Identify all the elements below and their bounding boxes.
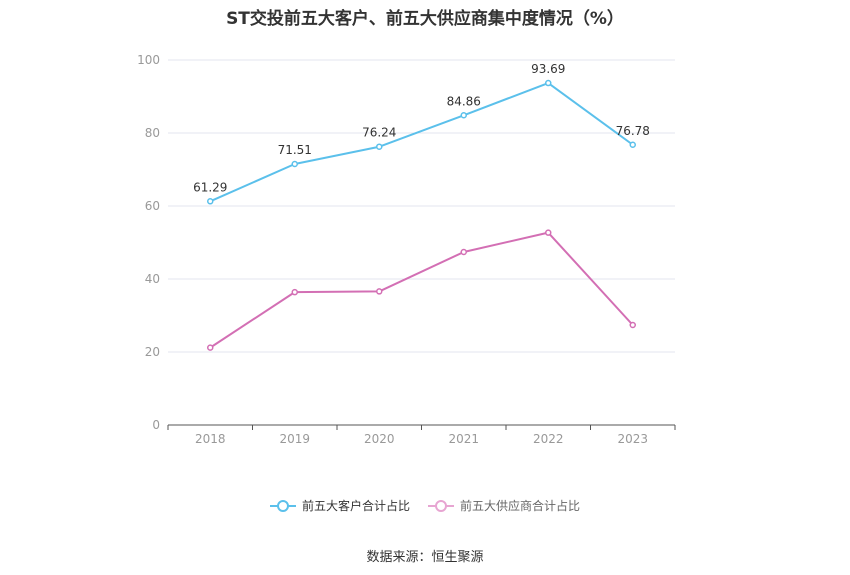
legend-line-circle-icon	[269, 499, 296, 512]
y-tick-label: 100	[137, 53, 160, 67]
data-point	[460, 248, 467, 256]
data-point	[207, 344, 214, 351]
y-tick-label: 60	[145, 199, 160, 213]
data-label: 61.29	[193, 180, 227, 194]
legend-label-customers: 前五大客户合计占比	[301, 499, 410, 513]
data-point	[545, 229, 552, 236]
data-source: 数据来源：恒生聚源	[366, 550, 484, 565]
y-tick-label: 40	[145, 272, 160, 286]
data-label: 71.51	[278, 143, 312, 157]
data-point	[629, 321, 636, 329]
data-label: 76.24	[362, 126, 396, 140]
data-point	[291, 288, 298, 296]
x-tick-label: 2022	[533, 432, 564, 446]
legend-label-suppliers: 前五大供应商合计占比	[460, 499, 581, 513]
y-tick-label: 80	[145, 126, 160, 140]
legend-item-customers[interactable]: 前五大客户合计占比	[269, 497, 410, 514]
data-point	[376, 288, 383, 295]
data-point	[291, 160, 298, 168]
x-tick-label: 2020	[364, 432, 395, 446]
chart-title: ST交投前五大客户、前五大供应商集中度情况（%）	[226, 9, 624, 29]
legend-line-circle-icon	[428, 499, 454, 512]
x-tick-label: 2019	[279, 432, 310, 446]
x-tick-label: 2021	[448, 432, 479, 446]
y-tick-label: 0	[152, 418, 160, 432]
x-tick-label: 2018	[195, 432, 226, 446]
data-label: 84.86	[447, 94, 481, 108]
series-line-2	[209, 231, 634, 349]
data-point	[545, 79, 552, 87]
data-point	[207, 198, 214, 205]
data-point	[629, 141, 636, 149]
data-label: 76.78	[616, 124, 650, 138]
data-point	[460, 112, 467, 119]
data-point	[376, 143, 383, 150]
x-tick-label: 2023	[617, 432, 648, 446]
data-label: 93.69	[531, 62, 565, 76]
chart-legend: 前五大客户合计占比 前五大供应商合计占比	[0, 497, 850, 514]
legend-item-suppliers[interactable]: 前五大供应商合计占比	[428, 497, 580, 514]
y-tick-label: 20	[145, 345, 160, 359]
series-line-1	[209, 82, 634, 203]
